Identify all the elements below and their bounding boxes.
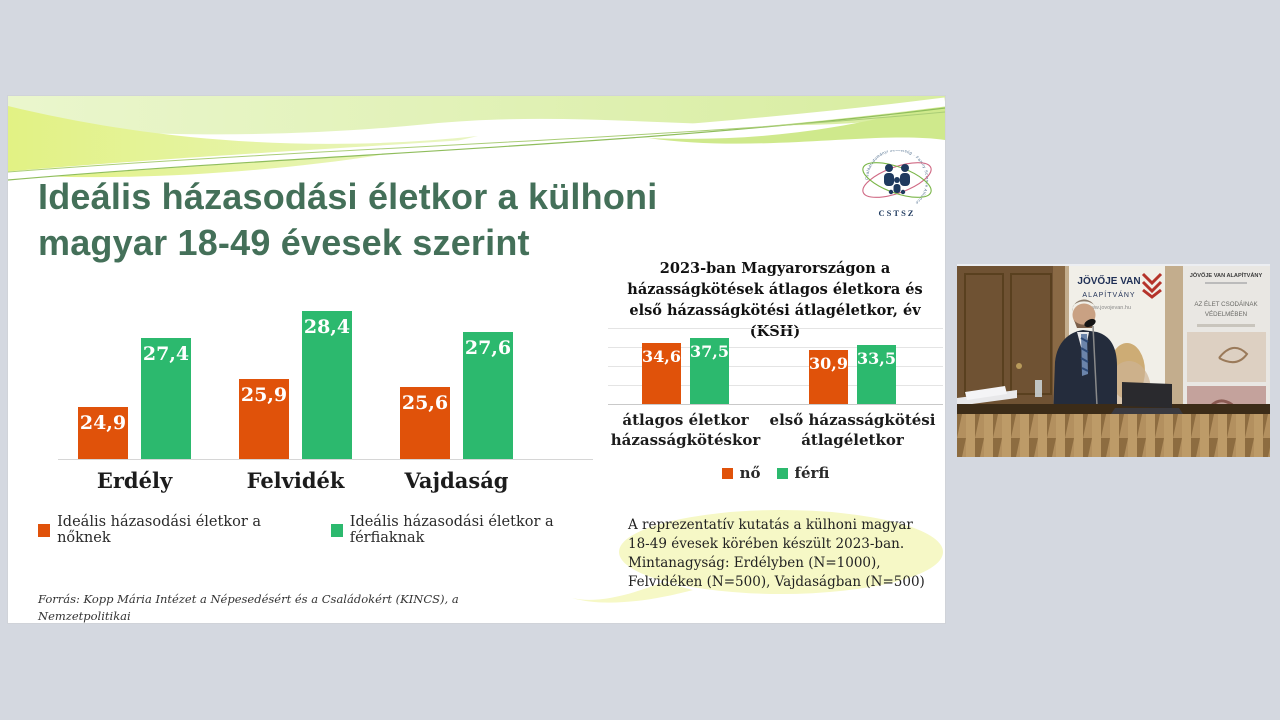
bar-value-label: 30,9 bbox=[809, 354, 848, 373]
legend-item: Ideális házasodási életkor a nőknek bbox=[38, 514, 301, 546]
callout-bubble bbox=[572, 510, 943, 603]
bar-value-label: 37,5 bbox=[690, 342, 729, 361]
callout-line1: A reprezentatív kutatás a külhoni magyar bbox=[628, 517, 913, 533]
legend-label: nő bbox=[739, 464, 761, 482]
bar: 37,5 bbox=[690, 338, 729, 404]
bar: 28,4 bbox=[302, 311, 352, 459]
mini-chart-legend: nő férfi bbox=[608, 464, 943, 482]
bar-value-label: 27,4 bbox=[142, 343, 190, 365]
laptop bbox=[1122, 382, 1172, 408]
bar-value-label: 33,5 bbox=[857, 349, 896, 368]
legend-label: férfi bbox=[794, 464, 830, 482]
category-label: átlagos életkor házasságkötéskor bbox=[610, 411, 761, 450]
bar-value-label: 28,4 bbox=[303, 316, 351, 338]
bar: 27,6 bbox=[463, 332, 513, 459]
legend-item: nő bbox=[721, 464, 761, 482]
bar: 33,5 bbox=[857, 345, 896, 404]
legend-swatch bbox=[330, 523, 343, 537]
bar: 30,9 bbox=[809, 350, 848, 404]
callout-line3: Mintanagyság: Erdélyben (N=1000), bbox=[628, 554, 881, 571]
banner-right-title: JÖVŐJE VAN ALAPÍTVÁNY bbox=[1190, 271, 1263, 279]
microphone-icon bbox=[1084, 318, 1096, 328]
mini-chart-category-row: átlagos életkor házasságkötéskor első ház… bbox=[608, 410, 943, 462]
bar-value-label: 34,6 bbox=[642, 347, 681, 366]
category-label: első házasságkötési átlagéletkor bbox=[769, 411, 936, 450]
slide-title-line1: Ideális házasodási életkor a külhoni bbox=[38, 176, 658, 217]
bar-value-label: 27,6 bbox=[464, 337, 512, 359]
bar: 24,9 bbox=[78, 407, 128, 459]
legend-swatch bbox=[776, 467, 788, 479]
gridline bbox=[608, 328, 943, 329]
speaker bbox=[1053, 299, 1117, 416]
legend-swatch bbox=[721, 467, 733, 479]
main-bar-chart: 24,9 25,9 25,6 27,4 28,4 27,6 bbox=[58, 306, 593, 460]
main-chart-legend: Ideális házasodási életkor a nőknek Ideál… bbox=[38, 514, 613, 546]
slide-title-line2: magyar 18-49 évesek szerint bbox=[38, 222, 530, 264]
cstsz-logo: Családtudományi Szövetség · Family Scien… bbox=[862, 150, 932, 218]
banner-right-line2: AZ ÉLET CSODÁINAK bbox=[1194, 301, 1258, 308]
gridline bbox=[608, 385, 943, 386]
water-glass bbox=[1035, 380, 1042, 397]
main-chart-category-row: Erdély Felvidék Vajdaság bbox=[58, 468, 593, 498]
microphone-stand bbox=[1092, 325, 1098, 407]
mini-chart-title: 2023-ban Magyarországon a házasságkötése… bbox=[627, 260, 923, 341]
gridline bbox=[608, 366, 943, 367]
category-label: Erdély bbox=[96, 468, 173, 493]
category-label: Felvidék bbox=[246, 468, 345, 493]
callout-text: A reprezentatív kutatás a külhoni magyar… bbox=[628, 516, 928, 592]
bar: 25,6 bbox=[400, 387, 450, 459]
banner-right-line3: VÉDELMÉBEN bbox=[1205, 311, 1247, 318]
callout-line4: Felvidéken (N=500), Vajdaságban (N=500) bbox=[628, 573, 925, 590]
mini-bar-chart: 34,6 30,9 37,5 33,5 bbox=[608, 328, 943, 405]
legend-label: Ideális házasodási életkor a nőknek bbox=[57, 514, 262, 546]
banner-left-title: JÖVŐJE VAN bbox=[1077, 274, 1140, 287]
source-line1: Forrás: Kopp Mária Intézet a Népesedésér… bbox=[38, 592, 459, 623]
door-handle bbox=[1016, 363, 1022, 369]
logo-family-figures bbox=[884, 164, 910, 195]
banner-right-photo-top bbox=[1187, 332, 1266, 382]
presentation-slide: Ideális házasodási életkor a külhoni mag… bbox=[8, 96, 945, 623]
logo-abbr: CSTSZ bbox=[879, 208, 916, 218]
bar: 25,9 bbox=[239, 379, 289, 459]
legend-label: Ideális házasodási életkor a férfiaknak bbox=[349, 514, 554, 546]
banner-left-url: www.jovojevan.hu bbox=[1086, 305, 1131, 311]
bar-value-label: 25,6 bbox=[401, 392, 449, 414]
callout-line2: 18-49 évesek körében készült 2023-ban. bbox=[628, 535, 905, 552]
legend-swatch bbox=[38, 523, 51, 537]
bar: 34,6 bbox=[642, 343, 681, 404]
legend-item: Ideális házasodási életkor a férfiaknak bbox=[330, 514, 613, 546]
speaker-video: JÖVŐJE VAN ALAPÍTVÁNY www.jovojevan.hu J… bbox=[957, 264, 1270, 457]
banner-left-chevron-icon bbox=[1141, 272, 1163, 299]
legend-item: férfi bbox=[776, 464, 830, 482]
source-note: Forrás: Kopp Mária Intézet a Népesedésér… bbox=[38, 591, 498, 623]
slide-title: Ideális házasodási életkor a külhoni mag… bbox=[38, 174, 758, 266]
slide-wave-decoration bbox=[8, 96, 945, 188]
podium-pleated-front bbox=[957, 414, 1270, 457]
bar: 27,4 bbox=[141, 338, 191, 459]
bar-value-label: 25,9 bbox=[240, 384, 288, 406]
bar-value-label: 24,9 bbox=[79, 412, 127, 434]
banner-left-subtitle: ALAPÍTVÁNY bbox=[1082, 290, 1135, 299]
category-label: Vajdaság bbox=[404, 468, 509, 493]
gridline bbox=[608, 347, 943, 348]
